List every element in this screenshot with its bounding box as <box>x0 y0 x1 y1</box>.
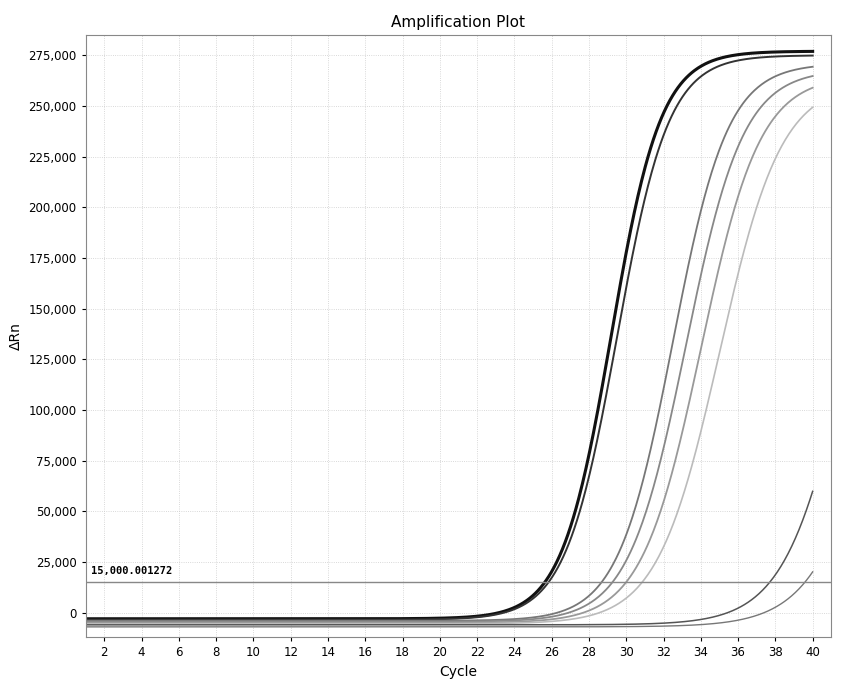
Text: 15,000.001272: 15,000.001272 <box>92 566 172 576</box>
Y-axis label: ΔRn: ΔRn <box>9 322 23 350</box>
Title: Amplification Plot: Amplification Plot <box>392 15 525 29</box>
X-axis label: Cycle: Cycle <box>440 664 477 678</box>
